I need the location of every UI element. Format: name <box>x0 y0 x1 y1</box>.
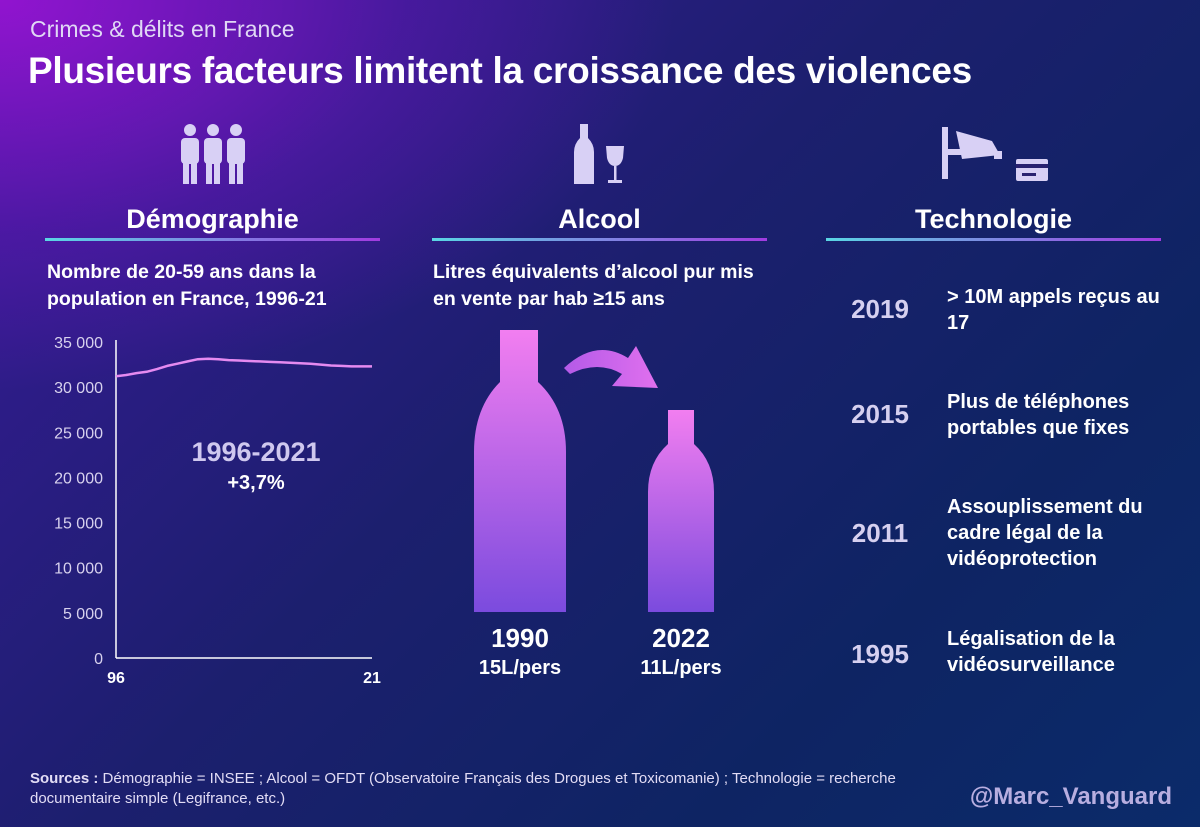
series-line <box>115 357 372 378</box>
chart-title: Nombre de 20-59 ans dans la population e… <box>47 261 327 310</box>
alcool-chart-title: Litres équivalents d’alcool pur mis en v… <box>433 261 754 310</box>
bottle-1990 <box>474 330 566 612</box>
y-tick-label: 10 000 <box>54 561 103 578</box>
section-divider <box>432 238 767 241</box>
timeline-text: > 10M appels reçus au 17 <box>947 286 1160 334</box>
people-icon <box>181 124 245 184</box>
alcool-bottles-graphic <box>474 330 714 612</box>
timeline-year: 1995 <box>851 639 909 669</box>
sources-text: Démographie = INSEE ; Alcool = OFDT (Obs… <box>30 770 896 807</box>
annotation-period: 1996-2021 <box>191 437 320 467</box>
timeline-year: 2015 <box>851 399 909 429</box>
y-tick-label: 5 000 <box>63 606 103 623</box>
timeline-text: Plus de téléphones portables que fixes <box>947 391 1130 439</box>
bottle-volume-2022: 11L/pers <box>640 657 722 679</box>
section-divider <box>45 238 380 241</box>
y-tick-label: 15 000 <box>54 516 103 533</box>
timeline-year: 2011 <box>851 518 909 548</box>
camera-card-icon <box>942 127 1048 181</box>
population-line-chart: 35 000 30 000 25 000 20 000 15 000 10 000 5 00… <box>54 335 381 687</box>
x-tick-label: 21 <box>363 670 381 687</box>
timeline-text: Assouplissement du cadre légal de la vid… <box>947 496 1143 570</box>
bottle-glass-icon <box>574 124 624 184</box>
y-tick-label: 20 000 <box>54 470 103 487</box>
section-title-alcool: Alcool <box>558 204 641 234</box>
section-divider <box>826 238 1161 241</box>
page-subtitle: Crimes & délits en France <box>30 16 295 42</box>
section-title-demographie: Démographie <box>126 204 299 234</box>
y-tick-label: 25 000 <box>54 425 103 442</box>
y-tick-label: 30 000 <box>54 380 103 397</box>
sources-label: Sources : <box>30 770 99 787</box>
annotation-change: +3,7% <box>227 472 284 494</box>
section-title-technologie: Technologie <box>914 204 1072 234</box>
bottle-2022 <box>648 410 714 612</box>
bottle-year-1990: 1990 <box>491 623 549 653</box>
timeline-year: 2019 <box>851 294 909 324</box>
y-tick-label: 35 000 <box>54 335 103 352</box>
author-handle: @Marc_Vanguard <box>969 783 1172 810</box>
decrease-arrow-icon <box>564 346 658 388</box>
x-tick-label: 96 <box>107 670 125 687</box>
sources-note: Sources : Démographie = INSEE ; Alcool =… <box>30 769 930 809</box>
y-tick-label: 0 <box>94 651 103 668</box>
bottle-year-2022: 2022 <box>652 623 710 653</box>
page-title: Plusieurs facteurs limitent la croissanc… <box>28 50 972 91</box>
bottle-volume-1990: 15L/pers <box>478 657 562 679</box>
timeline-text: Légalisation de la vidéosurveillance <box>947 628 1115 676</box>
